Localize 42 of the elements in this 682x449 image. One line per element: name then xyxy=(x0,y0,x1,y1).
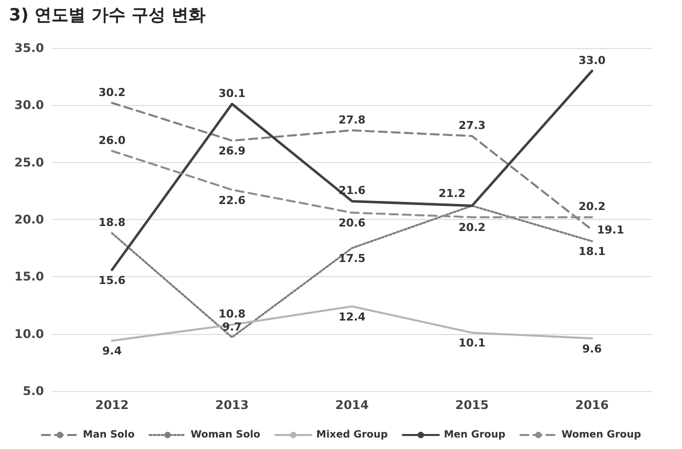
data-label: 9.6 xyxy=(582,342,602,356)
data-label: 15.6 xyxy=(98,274,126,287)
data-label: 21.6 xyxy=(338,184,366,198)
data-label: 30.2 xyxy=(98,86,126,99)
y-tick-label: 5.0 xyxy=(22,384,44,398)
legend-label: Man Solo xyxy=(82,430,135,440)
data-label: 10.1 xyxy=(458,336,486,350)
data-label: 33.0 xyxy=(578,54,606,67)
data-label: 9.7 xyxy=(222,320,242,334)
y-tick-label: 35.0 xyxy=(14,41,44,55)
x-tick-label: 2016 xyxy=(575,398,609,412)
data-label: 27.8 xyxy=(338,113,366,126)
y-tick-label: 25.0 xyxy=(14,155,44,170)
data-label: 26.9 xyxy=(218,144,246,158)
data-label: 22.6 xyxy=(218,194,246,207)
x-tick-label: 2015 xyxy=(455,398,489,412)
y-tick-label: 20.0 xyxy=(14,212,44,226)
legend-label: Women Group xyxy=(561,430,642,440)
data-label: 20.6 xyxy=(338,216,366,230)
legend-label: Men Group xyxy=(444,430,506,440)
data-label: 27.3 xyxy=(458,119,486,132)
data-label: 10.8 xyxy=(218,308,246,321)
y-tick-label: 15.0 xyxy=(14,270,44,284)
y-tick-label: 10.0 xyxy=(14,326,44,341)
y-tick-label: 30.0 xyxy=(14,98,44,112)
legend-label: Mixed Group xyxy=(316,430,388,440)
data-label: 30.1 xyxy=(218,87,246,100)
data-label: 20.2 xyxy=(458,221,486,234)
data-label: 19.1 xyxy=(597,223,624,236)
data-label: 18.1 xyxy=(578,245,606,258)
data-label: 17.5 xyxy=(338,252,366,266)
data-label: 20.2 xyxy=(578,200,606,214)
x-tick-label: 2012 xyxy=(95,398,129,412)
data-label: 12.4 xyxy=(338,310,366,324)
data-label: 9.4 xyxy=(102,344,122,358)
x-tick-label: 2014 xyxy=(335,398,369,412)
x-tick-label: 2013 xyxy=(215,398,249,412)
legend-label: Woman Solo xyxy=(190,430,260,440)
data-label: 18.8 xyxy=(98,216,126,230)
data-label: 26.0 xyxy=(98,134,126,147)
data-label: 21.2 xyxy=(438,186,466,200)
chart-title: 3) 연도별 가수 구성 변화 xyxy=(9,6,206,26)
